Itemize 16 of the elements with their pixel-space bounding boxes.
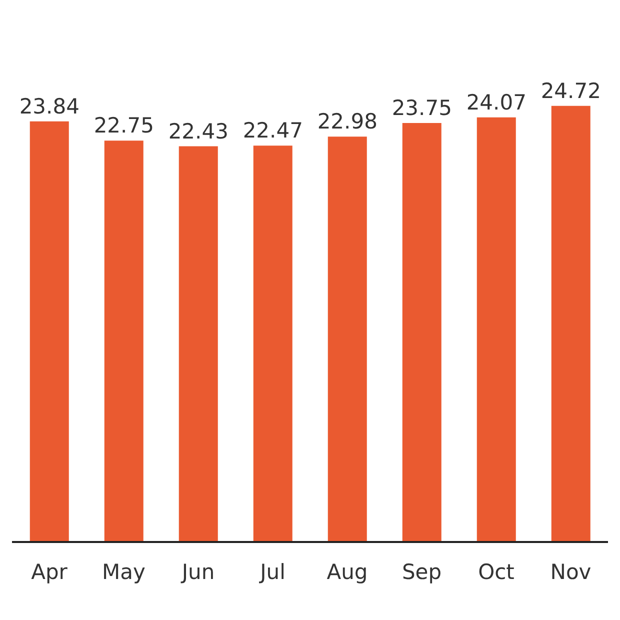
data-label: 24.07: [466, 90, 526, 114]
x-tick-label: Sep: [402, 560, 442, 584]
x-tick-label: Oct: [478, 560, 514, 584]
data-label: 24.72: [540, 78, 601, 103]
data-label: 23.75: [392, 96, 452, 120]
data-label: 22.47: [242, 118, 303, 143]
x-tick-label: Jun: [180, 560, 215, 584]
x-tick-label: May: [102, 560, 146, 584]
data-label: 23.84: [19, 94, 80, 118]
x-tick-label: Jul: [258, 560, 286, 584]
data-label: 22.75: [94, 114, 154, 138]
x-tick-label: Apr: [31, 560, 68, 584]
x-tick-label: Aug: [326, 560, 368, 584]
data-label: 22.43: [168, 119, 228, 144]
data-label: 22.98: [317, 110, 378, 134]
x-tick-label: Nov: [550, 560, 592, 584]
